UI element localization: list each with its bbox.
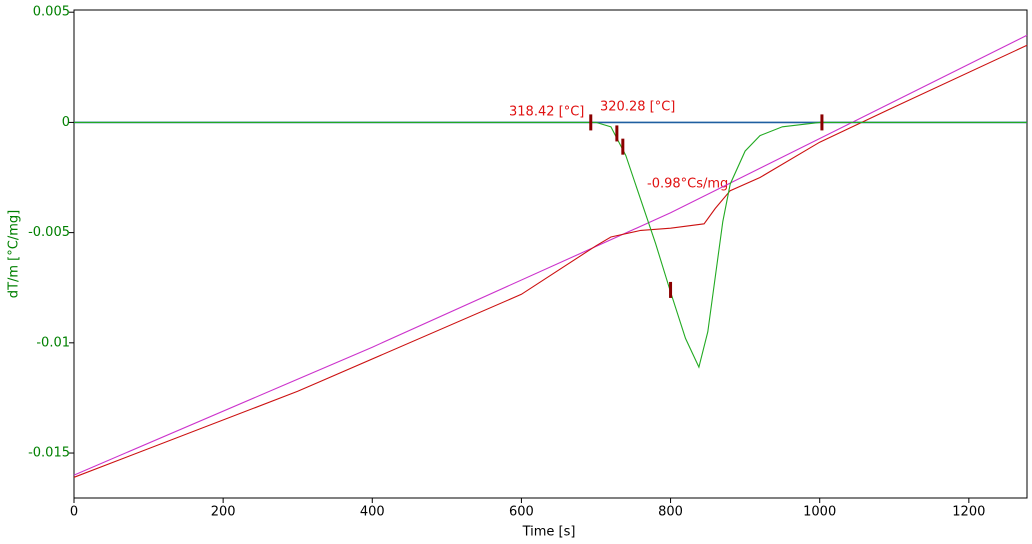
x-tick-label: 1000	[803, 505, 836, 520]
y-tick-label: -0.01	[36, 335, 70, 350]
plot-frame	[73, 9, 1028, 499]
data-line	[74, 121, 1027, 369]
annotation: 318.42 [°C]	[509, 105, 584, 120]
y-tick-label: -0.005	[28, 225, 70, 240]
y-tick-label: 0	[62, 115, 70, 130]
y-axis-label: dT/m [°C/mg]	[7, 210, 22, 298]
x-tick-label: 400	[360, 505, 385, 520]
marker	[621, 138, 625, 155]
x-tick-label: 200	[211, 505, 236, 520]
y-tick-label: -0.015	[28, 446, 70, 461]
x-axis-label: Time [s]	[522, 525, 576, 540]
y-tick-label: 0.005	[33, 5, 70, 20]
marker	[615, 125, 619, 142]
x-tick-label: 0	[70, 505, 78, 520]
x-tick-label: 800	[658, 505, 683, 520]
data-line	[73, 34, 1028, 476]
x-tick-label: 1200	[952, 505, 985, 520]
annotation: 320.28 [°C]	[600, 100, 675, 115]
x-tick-label: 600	[509, 505, 534, 520]
marker	[820, 114, 824, 131]
marker	[589, 114, 593, 131]
annotation: -0.98°Cs/mg	[647, 177, 728, 192]
marker	[669, 281, 673, 298]
data-line	[73, 44, 1028, 478]
